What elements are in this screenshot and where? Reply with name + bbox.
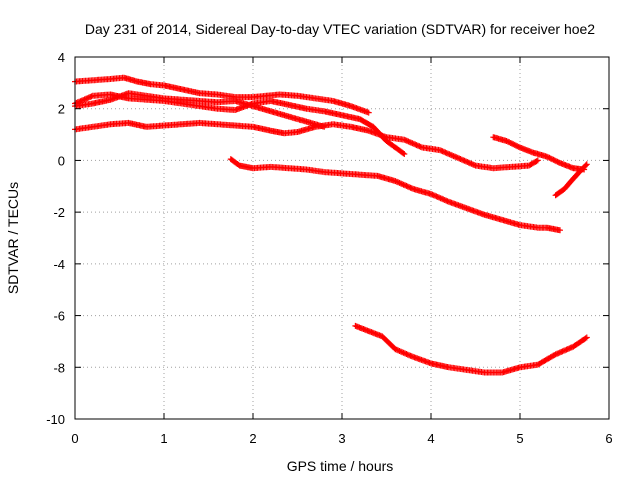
chart-title: Day 231 of 2014, Sidereal Day-to-day VTE…: [85, 21, 595, 37]
y-tick-label: 2: [58, 102, 65, 117]
y-tick-label: -6: [53, 309, 65, 324]
grid: [75, 57, 609, 419]
y-tick-label: -8: [53, 360, 65, 375]
y-tick-label: 4: [58, 50, 65, 65]
x-tick-label: 5: [516, 431, 523, 446]
y-tick-label: 0: [58, 153, 65, 168]
y-tick-label: -10: [46, 412, 65, 427]
y-tick-label: -2: [53, 205, 65, 220]
x-tick-label: 0: [71, 431, 78, 446]
x-tick-label: 2: [249, 431, 256, 446]
axis-ticks: 0 1 2 3 4 5 6 -10 -8 -6 -4 -2 0 2 4: [46, 50, 612, 446]
x-tick-label: 3: [338, 431, 345, 446]
y-tick-label: -4: [53, 257, 65, 272]
x-tick-label: 1: [160, 431, 167, 446]
y-axis-label: SDTVAR / TECUs: [5, 182, 21, 294]
x-axis-label: GPS time / hours: [287, 458, 394, 474]
x-tick-label: 4: [427, 431, 434, 446]
x-tick-label: 6: [605, 431, 612, 446]
